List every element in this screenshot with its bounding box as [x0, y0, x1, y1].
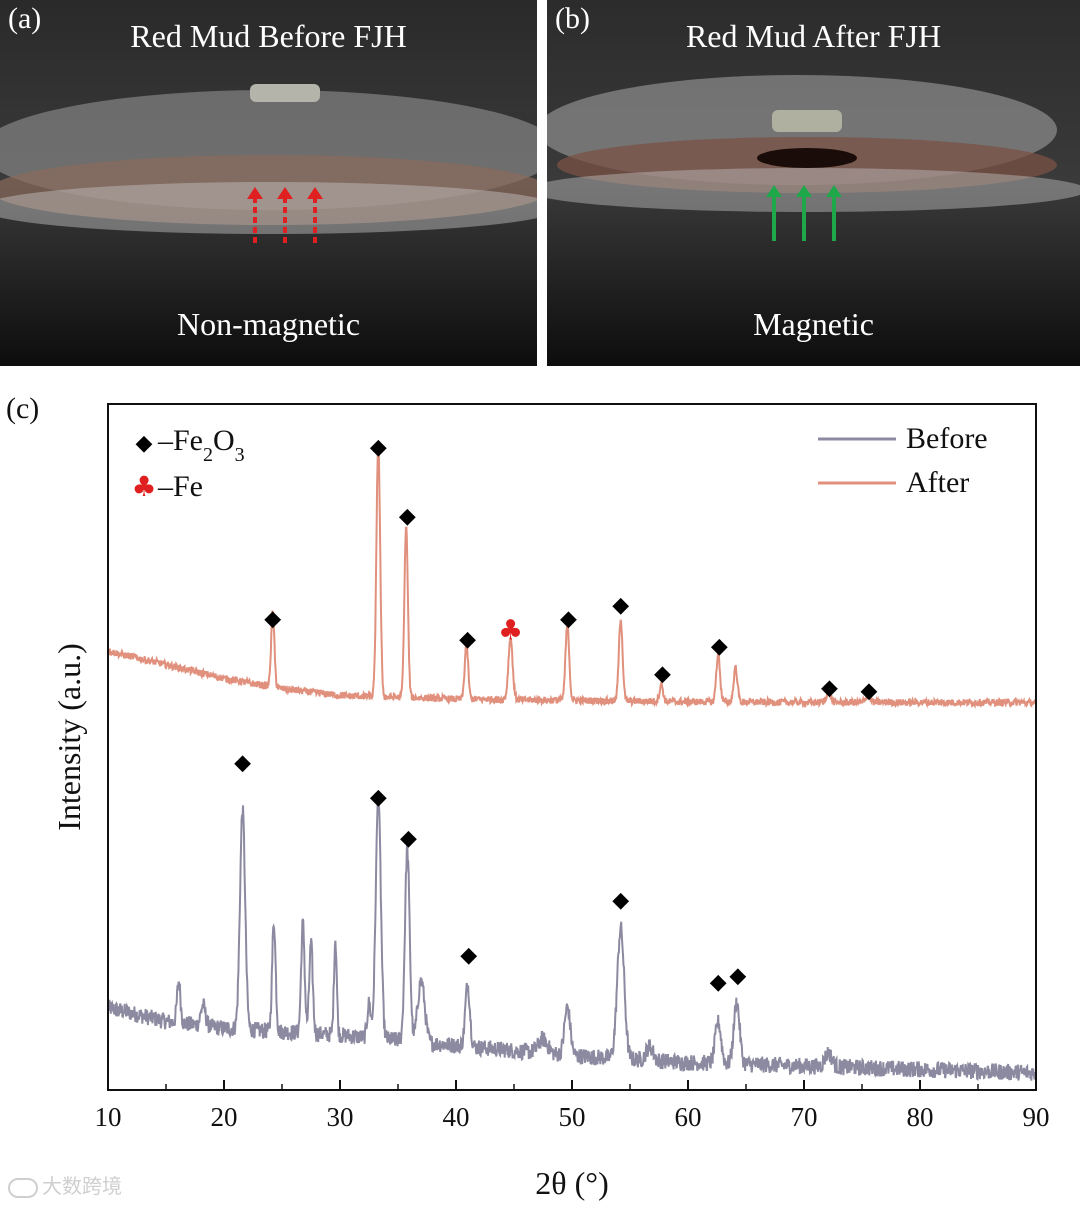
panel-letter-a: (a)	[8, 2, 42, 35]
fe2o3-peak-marker: ◆	[654, 662, 671, 687]
fe2o3-peak-marker: ◆	[370, 785, 387, 810]
series-layer	[107, 444, 1037, 1081]
panel-caption-b: Magnetic	[753, 306, 874, 342]
phase-legend-label: –Fe	[157, 470, 203, 503]
x-tick-label: 90	[1023, 1102, 1050, 1132]
x-tick-label: 60	[675, 1102, 702, 1132]
fe2o3-peak-marker: ◆	[370, 435, 387, 460]
fe2o3-peak-marker: ◆	[729, 963, 746, 988]
x-tick-label: 20	[211, 1102, 238, 1132]
watermark-icon	[8, 1177, 38, 1198]
fe2o3-peak-marker: ◆	[234, 751, 251, 776]
x-tick-label: 50	[559, 1102, 586, 1132]
series-legend: Before After	[818, 422, 988, 499]
x-tick-label: 30	[327, 1102, 354, 1132]
photo-panel-b: (b) Red Mud After FJH Magnetic	[547, 0, 1080, 366]
fe2o3-peak-marker: ◆	[711, 634, 728, 659]
petri-dish-after-illustration	[547, 0, 1080, 366]
fe2o3-peak-marker: ◆	[459, 627, 476, 652]
x-ticks: 10 20 30 40 50 60 70 80 90	[95, 1080, 1050, 1132]
fe2o3-peak-marker: ◆	[460, 943, 477, 968]
petri-dish-before-illustration	[0, 0, 537, 366]
panel-letter-c: (c)	[6, 392, 40, 425]
fe2o3-peak-marker: ◆	[400, 826, 417, 851]
phase-legend-symbol: ◆	[136, 431, 153, 456]
legend-label-before: Before	[906, 422, 988, 455]
fe2o3-peak-marker: ◆	[264, 607, 281, 632]
series-line-before	[107, 802, 1037, 1081]
watermark: 大数跨境	[8, 1170, 122, 1199]
fe-peak-marker: ♣	[498, 613, 523, 646]
panel-title-a: Red Mud Before FJH	[130, 18, 407, 54]
phase-legend-symbol: ♣	[131, 470, 156, 503]
fe2o3-peak-marker: ◆	[710, 970, 727, 995]
xrd-chart: 10 20 30 40 50 60 70 80 90 ◆ ◆ ◆ ◆ ♣ ◆ ◆ ◆ ◆ ◆ ◆ ◆ ◆ ◆ ◆ ◆ ◆ ◆ ◆ –…	[0, 370, 1080, 1203]
photo-panel-a: (a) Red Mud Before FJH Non-magnetic	[0, 0, 537, 366]
x-tick-label: 80	[907, 1102, 934, 1132]
fe2o3-peak-marker: ◆	[399, 504, 416, 529]
fe2o3-peak-marker: ◆	[860, 679, 877, 704]
legend-label-after: After	[906, 466, 969, 499]
fe2o3-peak-marker: ◆	[612, 888, 629, 913]
series-line-after	[107, 444, 1037, 709]
phase-legend: ◆ –Fe2O3♣ –Fe	[131, 424, 244, 503]
xrd-chart-svg: 10 20 30 40 50 60 70 80 90 ◆◆◆◆ ♣ ◆◆◆◆◆ ◆◆◆◆◆◆◆ ◆ ◆ –…	[51, 403, 1050, 1201]
x-tick-label: 10	[95, 1102, 122, 1132]
panel-title-b: Red Mud After FJH	[685, 18, 942, 54]
fe2o3-peak-marker: ◆	[612, 593, 629, 618]
x-tick-label: 70	[791, 1102, 818, 1132]
red-arrows	[247, 187, 323, 243]
panel-letter-b: (b)	[555, 2, 590, 35]
x-tick-label: 40	[443, 1102, 470, 1132]
green-arrows	[766, 185, 842, 241]
fe2o3-peak-marker: ◆	[560, 607, 577, 632]
x-axis-title: 2θ (°)	[535, 1165, 608, 1201]
y-axis-title: Intensity (a.u.)	[51, 643, 87, 831]
peak-markers: ◆◆◆◆ ♣ ◆◆◆◆◆ ◆◆◆◆◆◆◆ ◆	[234, 435, 877, 995]
phase-legend-label: –Fe2O3	[157, 424, 245, 466]
watermark-text: 大数跨境	[42, 1174, 122, 1198]
panel-caption-a: Non-magnetic	[176, 306, 361, 342]
fe2o3-peak-marker: ◆	[821, 675, 838, 700]
